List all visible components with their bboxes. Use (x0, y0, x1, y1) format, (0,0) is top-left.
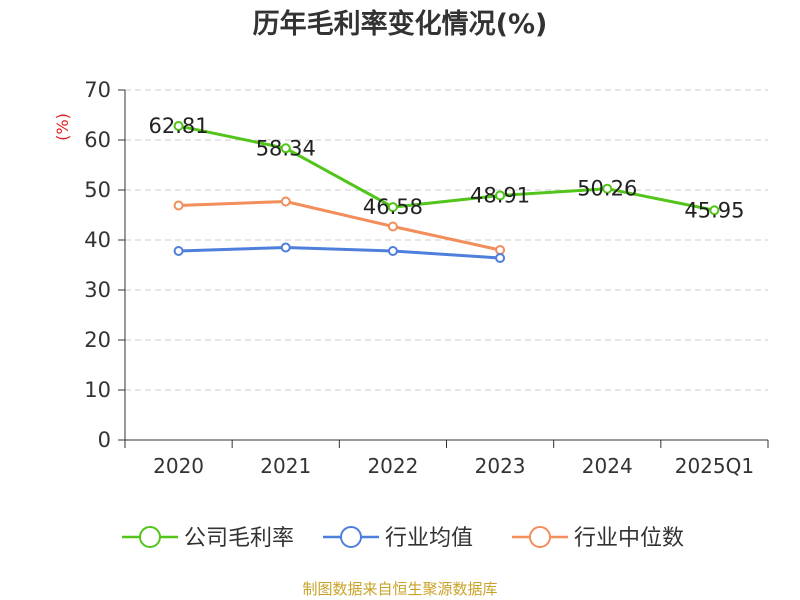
legend-marker (340, 526, 362, 548)
data-point (709, 205, 720, 216)
y-axis-label: (%) (53, 113, 72, 141)
data-point (602, 183, 613, 194)
y-tick-label: 30 (84, 278, 111, 302)
data-label: 58.34 (256, 136, 316, 160)
y-tick-label: 0 (98, 428, 111, 452)
series-line (178, 124, 715, 212)
data-point (495, 253, 506, 263)
grid-lines (125, 89, 768, 391)
data-point (280, 196, 291, 207)
series-line (178, 200, 501, 252)
chart-title: 历年毛利率变化情况(%) (253, 8, 548, 40)
legend-marker (139, 526, 161, 548)
x-tick-label: 2024 (582, 454, 633, 478)
series-lines (173, 120, 720, 263)
x-tick-label: 2020 (153, 454, 204, 478)
legend-label: 公司毛利率 (184, 526, 294, 551)
x-tick-label: 2022 (367, 454, 418, 478)
y-tick-label: 70 (84, 78, 111, 102)
data-label: 62.81 (149, 114, 209, 138)
data-point (173, 246, 184, 256)
source-note: 制图数据来自恒生聚源数据库 (302, 580, 497, 598)
x-tick-label: 2023 (475, 454, 526, 478)
data-point (387, 202, 398, 213)
data-label: 48.91 (470, 183, 530, 207)
data-label: 46.58 (363, 195, 423, 219)
y-tick-label: 40 (84, 228, 111, 252)
data-label: 50.26 (577, 177, 637, 201)
data-point (280, 143, 291, 154)
data-labels: 62.81 58.34 46.58 48.91 50.26 45.95 (149, 114, 745, 222)
y-tick-label: 20 (84, 328, 111, 352)
series-line (178, 246, 501, 260)
y-tick-label: 50 (84, 178, 111, 202)
legend-label: 行业均值 (385, 526, 473, 551)
legend-marker (529, 526, 551, 548)
data-point (173, 120, 184, 131)
data-point (495, 190, 506, 201)
y-tick-label: 10 (84, 378, 111, 402)
legend-label: 行业中位数 (574, 526, 684, 551)
data-point (173, 200, 184, 211)
axes: 0 10 20 30 40 50 60 70 2020 2021 2022 2023 2024 2025Q… (84, 78, 769, 478)
data-label: 45.95 (684, 198, 744, 222)
data-point (387, 221, 398, 232)
x-tick-label: 2021 (260, 454, 311, 478)
legend: 公司毛利率 行业均值 行业中位数 (122, 526, 684, 551)
x-tick-label: 2025Q1 (675, 454, 754, 478)
data-point (280, 242, 291, 253)
data-point (495, 245, 506, 255)
data-point (387, 246, 398, 256)
y-tick-label: 60 (84, 128, 111, 152)
